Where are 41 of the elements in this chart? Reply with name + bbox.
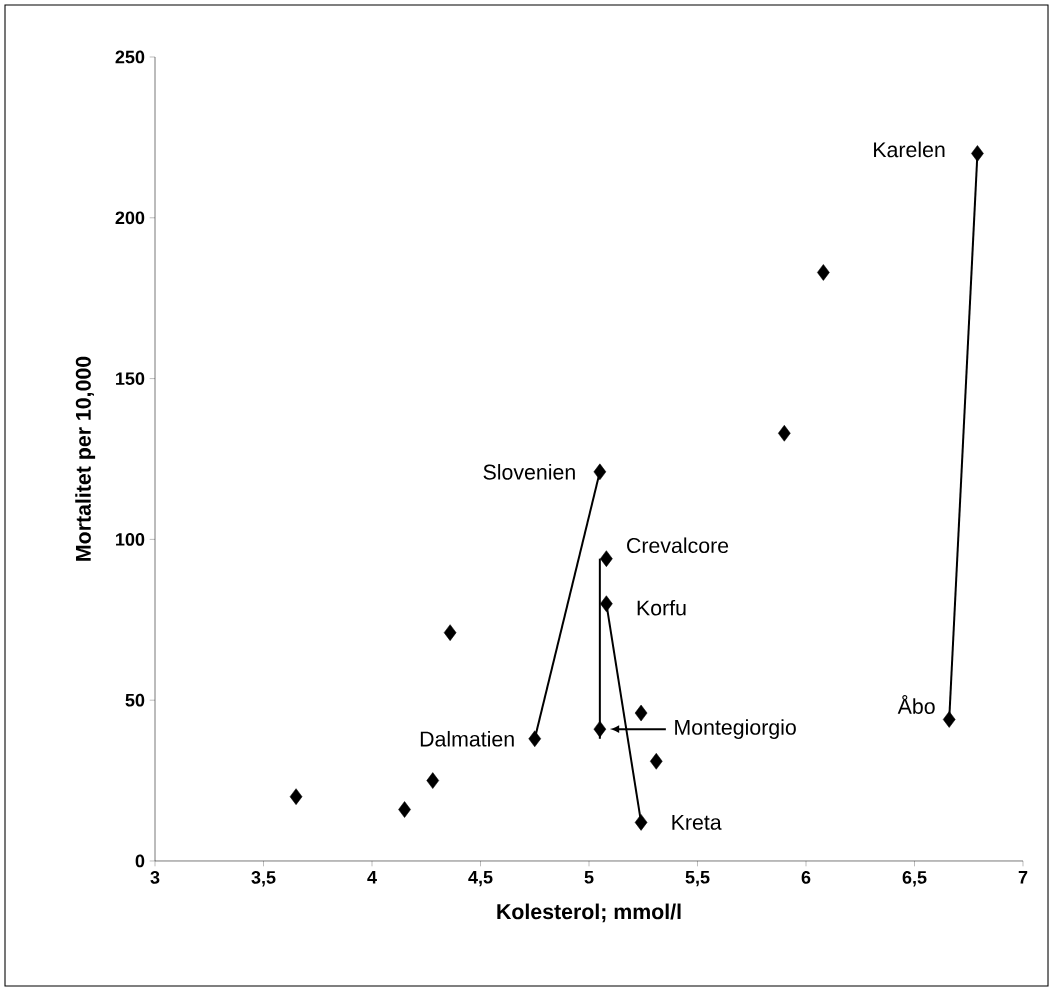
point	[971, 145, 984, 162]
annotation: Korfu	[637, 599, 686, 616]
point	[650, 753, 663, 770]
x-tick-label: 4	[367, 871, 377, 884]
point	[942, 711, 956, 728]
x-tick-label: 7	[1018, 871, 1028, 884]
annotation: Slovenien	[483, 464, 575, 480]
annotation: Karelen	[874, 141, 945, 158]
point	[634, 704, 648, 722]
annotation: Åbo	[897, 695, 935, 714]
x-tick-label: 6,5	[902, 871, 927, 887]
point	[398, 801, 411, 818]
x-axis-title: Kolesterol; mmol/l	[497, 903, 681, 923]
x-tick-label: 5	[584, 871, 594, 884]
y-tick-label: 0	[135, 854, 145, 868]
y-tick-label: 50	[125, 693, 145, 707]
annotation: Crevalcore	[627, 537, 729, 554]
point	[426, 772, 440, 789]
point	[600, 550, 613, 567]
x-tick-label: 3,5	[251, 871, 276, 887]
point	[778, 424, 791, 442]
annotation: Dalmatien	[420, 730, 514, 747]
annotation: Kreta	[672, 814, 722, 830]
point	[817, 264, 830, 281]
x-tick-label: 3	[150, 871, 160, 884]
y-tick-label: 100	[116, 533, 145, 546]
point	[593, 463, 607, 481]
y-tick-label: 200	[115, 211, 145, 225]
y-axis-title: Mortalitet per 10,000	[75, 356, 96, 561]
x-tick-label: 5,5	[685, 871, 710, 887]
x-tick-label: 4,5	[468, 871, 493, 887]
point	[600, 595, 613, 612]
annotation: Montegiorgio	[675, 719, 796, 740]
y-tick-label: 250	[115, 50, 145, 64]
point	[443, 624, 457, 641]
point	[528, 730, 542, 748]
point	[634, 814, 648, 831]
x-tick-label: 6	[801, 871, 811, 884]
point	[593, 720, 607, 738]
point	[289, 788, 303, 805]
y-tick-label: 150	[116, 372, 145, 385]
